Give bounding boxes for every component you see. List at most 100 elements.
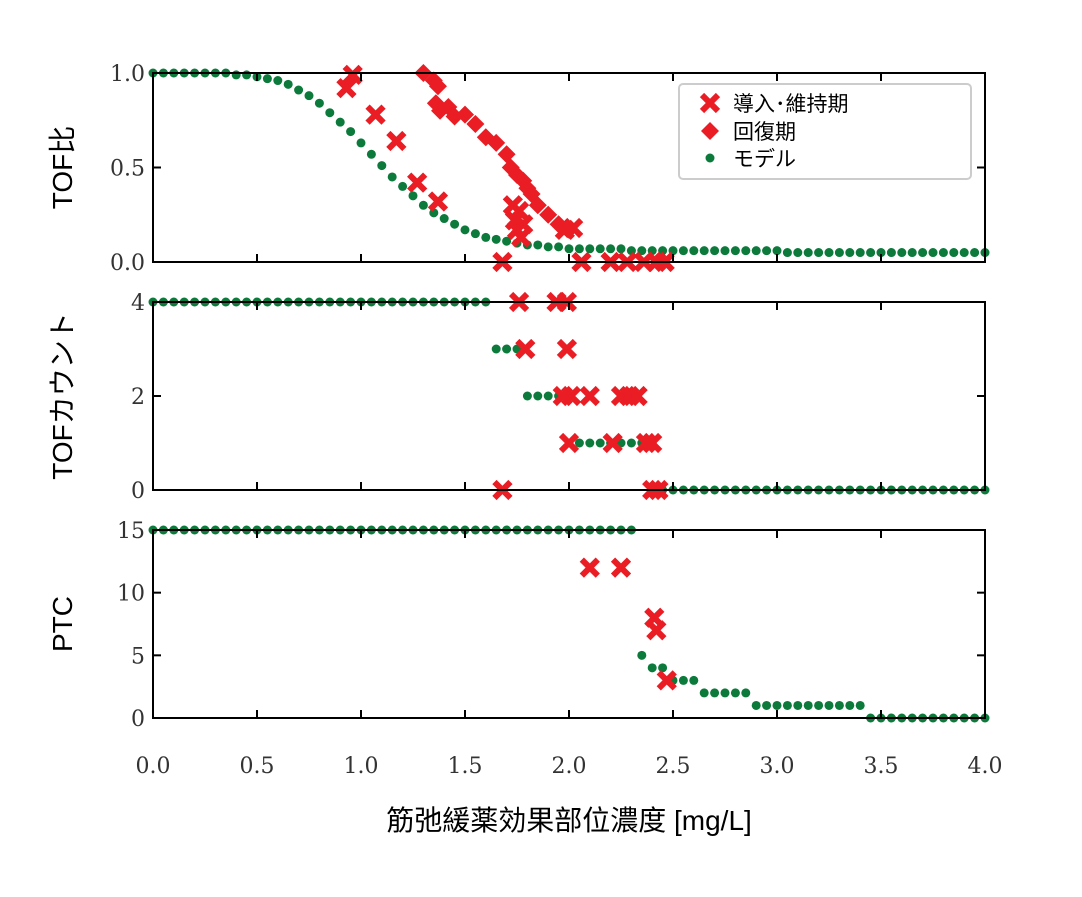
induction-point xyxy=(627,385,648,407)
recovery-point xyxy=(528,196,547,215)
induction-point xyxy=(365,104,386,125)
y-axis-label: TOFカウント xyxy=(47,312,78,479)
model-point xyxy=(543,391,553,401)
model-point xyxy=(616,244,626,254)
recovery-point xyxy=(456,105,474,124)
model-point xyxy=(637,650,647,660)
model-point xyxy=(949,248,959,258)
x-tick-label: 1.0 xyxy=(344,754,379,779)
model-point xyxy=(741,688,751,698)
induction-series xyxy=(492,291,669,501)
model-point xyxy=(803,700,813,710)
y-tick-label: 10 xyxy=(117,582,145,607)
y-tick-label: 4 xyxy=(131,291,145,316)
recovery-point xyxy=(497,145,516,164)
model-point xyxy=(855,248,865,258)
model-point xyxy=(366,149,376,159)
panel-1: 0.0 0.5 1.0 TOF比 xyxy=(47,62,990,276)
model-point xyxy=(564,244,574,254)
model-point xyxy=(720,688,730,698)
model-point xyxy=(294,85,304,95)
model-point xyxy=(574,438,584,448)
x-axis-label: 筋弛緩薬効果部位濃度 [mg/L] xyxy=(386,805,752,836)
recovery-point xyxy=(466,115,485,134)
induction-point xyxy=(656,670,677,691)
y-tick-label: 0 xyxy=(131,707,145,732)
model-point xyxy=(637,246,647,256)
model-point xyxy=(470,229,480,239)
model-point xyxy=(304,91,314,101)
model-point xyxy=(876,248,886,258)
y-tick-label: 0.0 xyxy=(110,251,145,276)
model-point xyxy=(928,248,938,258)
model-point xyxy=(502,236,512,246)
model-point xyxy=(720,246,730,256)
induction-point xyxy=(386,130,407,152)
model-point xyxy=(814,248,824,258)
model-point xyxy=(585,244,595,254)
model-point xyxy=(845,700,855,710)
model-point xyxy=(502,344,512,354)
model-point xyxy=(242,70,252,80)
model-point xyxy=(554,242,564,252)
induction-point xyxy=(427,191,449,212)
x-tick-label: 2.0 xyxy=(552,754,587,779)
model-point xyxy=(762,700,772,710)
model-point xyxy=(606,244,616,254)
induction-point xyxy=(602,432,623,454)
model-point xyxy=(398,181,408,191)
model-point xyxy=(782,700,792,710)
model-point xyxy=(762,246,772,256)
model-point xyxy=(793,248,803,258)
induction-point xyxy=(560,385,582,407)
model-point xyxy=(689,675,699,685)
induction-point xyxy=(513,214,534,235)
panel-3: 0 5 10 15 0.0 0.5 1.0 1.5 2.0 2.5 3.0 3.5 4.0 PTC xyxy=(47,519,1003,779)
model-point xyxy=(377,161,387,171)
legend-label: モデル xyxy=(733,148,796,171)
model-point xyxy=(772,700,782,710)
induction-point xyxy=(342,64,363,86)
model-point xyxy=(408,191,418,201)
model-point xyxy=(595,438,605,448)
x-tick-label: 0.5 xyxy=(240,754,275,779)
model-point xyxy=(845,248,855,258)
model-point xyxy=(481,232,491,242)
y-tick-label: 15 xyxy=(117,519,145,544)
model-point xyxy=(834,248,844,258)
model-point xyxy=(335,117,345,127)
model-point xyxy=(283,79,293,89)
model-point xyxy=(699,688,709,698)
model-point xyxy=(772,246,782,256)
legend-box xyxy=(678,83,972,180)
model-series xyxy=(148,525,990,723)
y-tick-label: 2 xyxy=(131,385,145,410)
model-point xyxy=(897,248,907,258)
model-point xyxy=(460,225,470,235)
model-point xyxy=(751,246,761,256)
induction-series xyxy=(579,557,677,691)
y-tick-label: 1.0 xyxy=(110,62,145,87)
model-point xyxy=(574,244,584,254)
recovery-point xyxy=(539,205,558,224)
y-axis-label: TOF比 xyxy=(47,126,78,209)
legend-label: 導入･維持期 xyxy=(733,93,849,116)
model-point xyxy=(595,244,605,254)
legend-recovery-marker xyxy=(701,122,719,140)
model-point xyxy=(273,76,283,86)
model-point xyxy=(782,248,792,258)
y-axis-label: PTC xyxy=(47,596,78,652)
recovery-series xyxy=(414,64,578,239)
model-point xyxy=(543,242,553,252)
recovery-point xyxy=(487,133,506,152)
model-point xyxy=(803,248,813,258)
model-point xyxy=(730,246,740,256)
induction-point xyxy=(407,172,428,193)
model-point xyxy=(866,248,876,258)
x-tick-label: 1.5 xyxy=(448,754,483,779)
model-point xyxy=(710,688,720,698)
y-tick-label: 0.5 xyxy=(110,157,145,182)
model-point xyxy=(658,246,668,256)
